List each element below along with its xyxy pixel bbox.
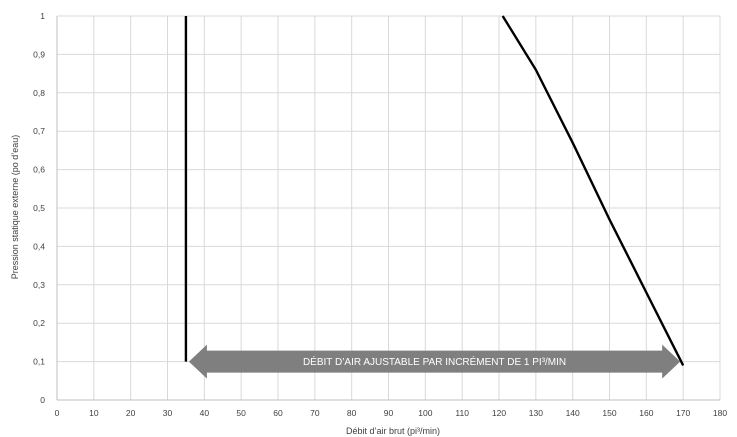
x-tick-labels: 0 10 20 30 40 50 60 70 80 90 100 110 120 130 140 150 160… — [55, 408, 728, 418]
x-tick-label: 20 — [126, 408, 136, 418]
x-tick-label: 120 — [492, 408, 506, 418]
y-tick-label: 0,7 — [33, 126, 45, 136]
x-tick-label: 70 — [310, 408, 320, 418]
y-tick-label: 0,3 — [33, 280, 45, 290]
x-tick-label: 30 — [163, 408, 173, 418]
x-tick-label: 100 — [418, 408, 432, 418]
x-tick-label: 130 — [529, 408, 543, 418]
y-tick-labels: 0 0,1 0,2 0,3 0,4 0,5 0,6 0,7 0,8 0,9 1 — [33, 11, 45, 405]
x-tick-label: 140 — [566, 408, 580, 418]
x-axis-title: Débit d’air brut (pi³/min) — [346, 426, 440, 436]
x-tick-label: 90 — [384, 408, 394, 418]
x-tick-label: 160 — [639, 408, 653, 418]
y-axis-title: Pression statique externe (po d’eau) — [10, 135, 20, 280]
grid — [56, 15, 721, 401]
x-tick-label: 110 — [455, 408, 469, 418]
x-tick-label: 180 — [713, 408, 727, 418]
series-line-2 — [501, 15, 685, 366]
y-tick-label: 0,8 — [33, 88, 45, 98]
x-tick-label: 150 — [602, 408, 616, 418]
x-tick-label: 60 — [273, 408, 283, 418]
y-tick-label: 0,6 — [33, 165, 45, 175]
annotation-label: DÉBIT D’AIR AJUSTABLE PAR INCRÉMENT DE 1… — [303, 355, 566, 368]
y-tick-label: 1 — [40, 11, 45, 21]
x-tick-label: 80 — [347, 408, 357, 418]
series — [184, 15, 685, 366]
double-arrow-shape — [188, 344, 681, 379]
y-tick-label: 0,2 — [33, 318, 45, 328]
x-tick-label: 50 — [236, 408, 246, 418]
y-tick-label: 0 — [40, 395, 45, 405]
x-tick-label: 40 — [200, 408, 210, 418]
x-tick-label: 0 — [55, 408, 60, 418]
y-tick-label: 0,5 — [33, 203, 45, 213]
y-tick-label: 0,4 — [33, 241, 45, 251]
x-tick-label: 170 — [676, 408, 690, 418]
annotation-arrow: DÉBIT D’AIR AJUSTABLE PAR INCRÉMENT DE 1… — [188, 344, 681, 379]
y-tick-label: 0,9 — [33, 49, 45, 59]
x-tick-label: 10 — [89, 408, 99, 418]
y-tick-label: 0,1 — [33, 357, 45, 367]
